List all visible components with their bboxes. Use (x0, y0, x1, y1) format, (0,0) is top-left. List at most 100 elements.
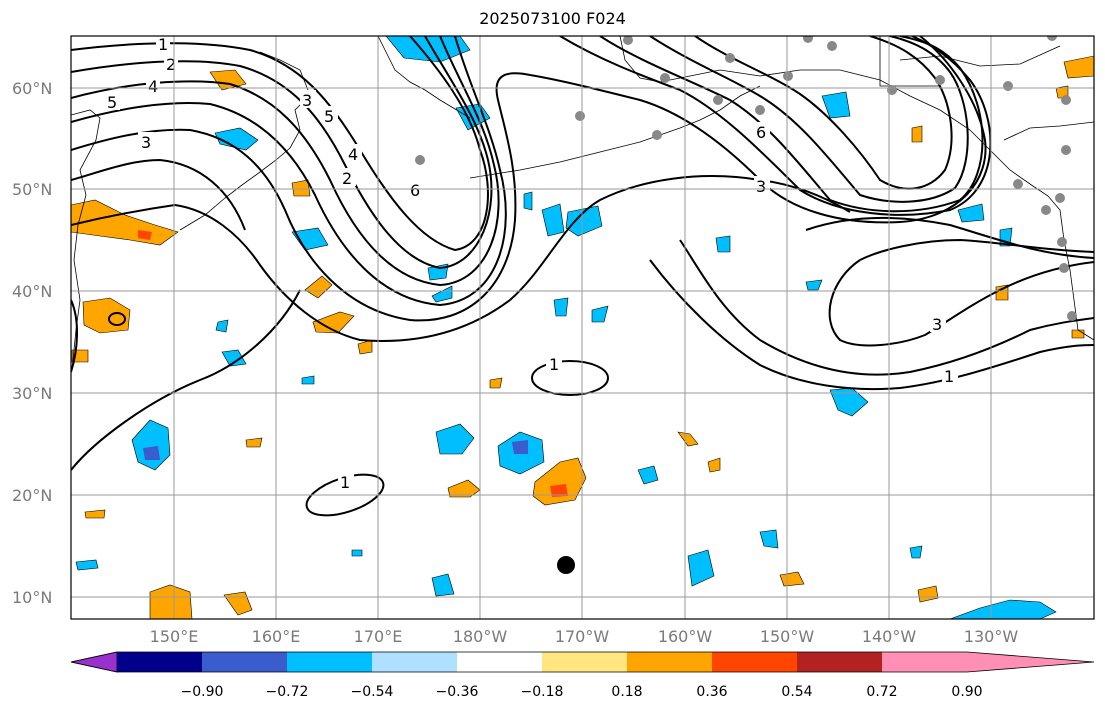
station-dot (713, 95, 723, 105)
positive-anomaly (779, 571, 805, 587)
positive-anomaly (304, 275, 333, 299)
colorbar: −0.90 −0.72 −0.54 −0.36 −0.18 0.18 0.36 … (70, 651, 1095, 700)
negative-anomaly (553, 297, 569, 317)
contour-label: 1 (549, 355, 559, 374)
station-dot (1047, 36, 1057, 41)
contour-label: 1 (158, 35, 168, 54)
anomaly-fills (71, 36, 1094, 619)
contour-label: 6 (410, 181, 420, 200)
positive-anomaly (911, 125, 923, 143)
strong-positive-anomaly (138, 230, 152, 240)
colorbar-tick: 0.72 (866, 684, 897, 700)
positive-anomaly (209, 69, 247, 91)
station-dot (1057, 237, 1067, 247)
station-dot (1013, 179, 1023, 189)
negative-anomaly (214, 127, 259, 151)
colorbar-tick: 0.54 (781, 684, 812, 700)
station-dot (1061, 145, 1071, 155)
station-dot (623, 36, 633, 45)
colorbar-segment (712, 652, 797, 672)
positive-anomaly (1071, 329, 1085, 339)
negative-anomaly (523, 191, 533, 211)
map-title: 2025073100 F024 (479, 9, 626, 28)
positive-anomaly (707, 457, 721, 473)
strong-negative-anomaly (143, 446, 160, 460)
negative-anomaly (351, 549, 363, 557)
contour-label: 6 (756, 123, 766, 142)
lon-label: 180°W (453, 627, 508, 646)
station-dot (1055, 193, 1065, 203)
negative-anomaly (435, 423, 475, 455)
negative-anomaly (75, 559, 99, 571)
station-dot (1067, 311, 1077, 321)
negative-anomaly (957, 203, 985, 223)
lat-label: 10°N (12, 588, 52, 607)
colorbar-tick: 0.36 (696, 684, 727, 700)
contour-label: 1 (944, 367, 954, 386)
positive-anomaly (291, 179, 311, 197)
negative-anomaly (715, 235, 731, 253)
positive-anomaly (1063, 55, 1094, 79)
colorbar-tick: −0.18 (521, 684, 564, 700)
lon-label: 160°W (658, 627, 713, 646)
contour-label: 2 (342, 169, 352, 188)
negative-anomaly (687, 549, 715, 587)
negative-anomaly (291, 227, 329, 251)
colorbar-tick: 0.90 (951, 684, 982, 700)
station-dot (803, 36, 813, 43)
positive-anomaly (489, 377, 503, 389)
map-frame (70, 35, 1095, 620)
colorbar-segment (457, 652, 542, 672)
contour-label: 2 (166, 55, 176, 74)
contour-label: 5 (324, 107, 334, 126)
station-dot (1003, 81, 1013, 91)
negative-anomaly (565, 205, 603, 237)
colorbar-extend-left (70, 651, 118, 673)
negative-anomaly (431, 573, 455, 597)
colorbar-segment (202, 652, 287, 672)
station-dot (1059, 263, 1069, 273)
lat-label: 40°N (12, 282, 52, 301)
negative-anomaly (301, 375, 315, 385)
station-dot (783, 71, 793, 81)
lat-label: 20°N (12, 486, 52, 505)
colorbar-tick: −0.90 (181, 684, 224, 700)
positive-anomaly (995, 284, 1009, 301)
latitude-labels: 60°N 50°N 40°N 30°N 20°N 10°N (12, 79, 52, 607)
station-dot (935, 75, 945, 85)
station-dot (755, 105, 765, 115)
positive-anomaly (312, 311, 355, 334)
contour-label-group: 5 4 3 2 1 6 1 1 3 1 6 3 5 4 3 2 (104, 35, 958, 492)
lon-label: 150°E (150, 627, 199, 646)
negative-anomaly (131, 419, 171, 471)
station-dot (660, 73, 670, 83)
colorbar-segment (797, 652, 882, 672)
negative-anomaly (909, 545, 923, 559)
lat-label: 30°N (12, 384, 52, 403)
colorbar-segment (882, 652, 967, 672)
station-dot (1041, 205, 1051, 215)
lat-label: 50°N (12, 180, 52, 199)
colorbar-segment (117, 652, 202, 672)
colorbar-tick: 0.18 (611, 684, 642, 700)
contour-label: 1 (340, 473, 350, 492)
station-dot (652, 130, 662, 140)
lon-label: 160°E (252, 627, 301, 646)
gridlines (71, 36, 1094, 619)
contour-label: 3 (756, 177, 766, 196)
contour-label: 4 (148, 77, 158, 96)
colorbar-segment (287, 652, 372, 672)
positive-anomaly (532, 457, 587, 506)
lon-label: 140°W (862, 627, 917, 646)
station-dot (827, 41, 837, 51)
strong-negative-anomaly (512, 440, 528, 454)
colorbar-tick: −0.36 (436, 684, 479, 700)
lon-label: 170°E (354, 627, 403, 646)
strong-positive-anomaly (550, 484, 568, 497)
longitude-labels: 150°E 160°E 170°E 180°W 170°W 160°W 150°… (150, 627, 1019, 646)
station-dot (575, 111, 585, 121)
colorbar-segment (627, 652, 712, 672)
colorbar-segment (542, 652, 627, 672)
colorbar-outline (70, 651, 1095, 673)
